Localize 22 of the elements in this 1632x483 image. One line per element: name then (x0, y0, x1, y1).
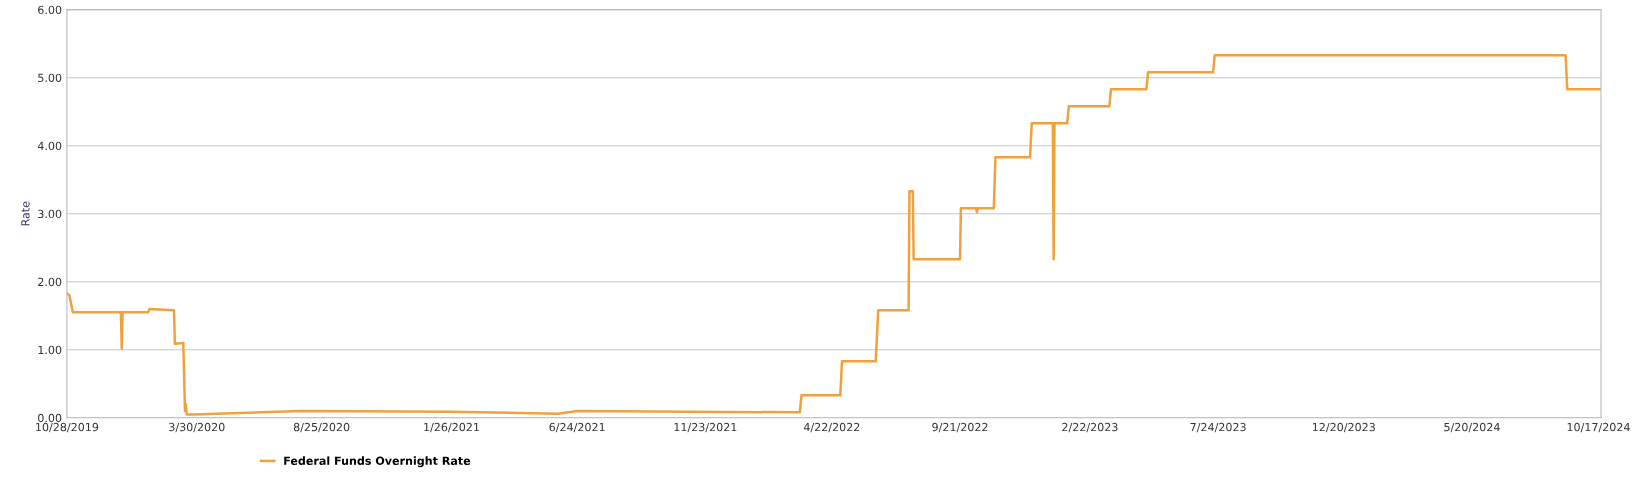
y-axis-title: Rate (21, 201, 30, 226)
x-tick-label: 7/24/2023 (1190, 422, 1246, 433)
y-tick-label: 1.00 (38, 345, 62, 355)
y-tick-label: 3.00 (38, 209, 62, 219)
x-tick-label: 9/21/2022 (932, 422, 988, 433)
y-tick-label: 2.00 (38, 277, 62, 287)
x-tick-label: 4/22/2022 (803, 422, 860, 433)
x-tick-label: 5/20/2024 (1444, 422, 1500, 433)
x-tick-label: 11/23/2021 (674, 422, 737, 433)
x-tick-label: 2/22/2023 (1062, 422, 1118, 433)
y-tick-label: 4.00 (37, 141, 62, 151)
x-tick-label: 3/30/2020 (169, 422, 225, 433)
x-tick-label: 6/24/2021 (549, 422, 605, 433)
legend-label: Federal Funds Overnight Rate (284, 456, 471, 468)
y-tick-label: 6.00 (38, 5, 62, 15)
x-tick-label: 10/17/2024 (1567, 422, 1630, 433)
x-tick-label: 8/25/2020 (293, 422, 350, 433)
x-tick-label: 12/20/2023 (1312, 422, 1375, 433)
x-tick-label: 1/26/2021 (424, 422, 479, 433)
y-tick-label: 5.00 (38, 73, 62, 83)
x-tick-label: 10/28/2019 (36, 422, 99, 433)
y-tick-label: 0.00 (38, 413, 62, 423)
